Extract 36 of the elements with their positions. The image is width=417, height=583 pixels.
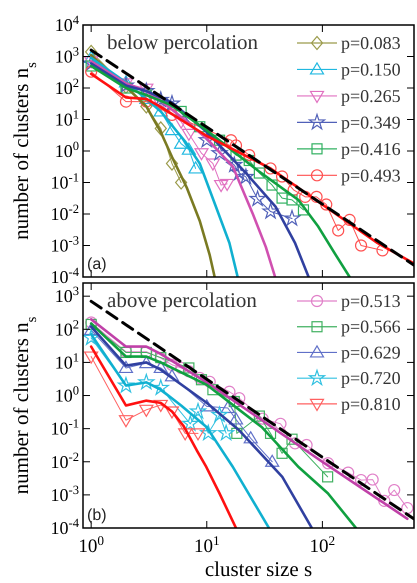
x-tick-label: 10$^{0}$ <box>78 532 104 557</box>
x-tick-label: 10$^{1}$ <box>194 532 220 557</box>
y-tick-label: 10$^{-3}$ <box>50 234 79 256</box>
y-tick-label: 10$^{-1}$ <box>50 416 79 439</box>
legend-label: p=0.720 <box>341 368 401 388</box>
y-tick-label: 10$^{4}$ <box>54 13 80 35</box>
y-tick-label: 10$^{3}$ <box>54 284 79 306</box>
legend-label: p=0.416 <box>341 138 401 159</box>
y-tick-label: 10$^{-1}$ <box>50 170 79 192</box>
y-tick-label: 10$^{0}$ <box>54 384 79 406</box>
annotation: above percolation <box>107 288 258 312</box>
y-tick-label: 10$^{-2}$ <box>50 202 79 224</box>
y-tick-label: 10$^{-4}$ <box>50 516 80 538</box>
y-tick-label: 10$^{1}$ <box>54 108 79 130</box>
y-tick-label: 10$^{2}$ <box>54 317 79 340</box>
legend-label: p=0.810 <box>341 394 401 414</box>
legend-label: p=0.493 <box>341 165 401 186</box>
x-tick-label: 10$^{2}$ <box>310 532 336 557</box>
y-tick-label: 10$^{1}$ <box>54 350 79 372</box>
legend-label: p=0.566 <box>341 316 401 337</box>
y-tick-label: 10$^{0}$ <box>54 139 79 161</box>
legend-label: p=0.629 <box>341 342 401 362</box>
annotation: below percolation <box>107 30 259 54</box>
y-tick-label: 10$^{3}$ <box>54 44 79 66</box>
y-tick-label: 10$^{-4}$ <box>50 265 80 287</box>
legend-label: p=0.513 <box>341 291 401 311</box>
legend-label: p=0.349 <box>341 112 401 132</box>
legend-label: p=0.150 <box>341 59 401 80</box>
legend-label: p=0.083 <box>341 33 401 53</box>
legend-label: p=0.265 <box>341 86 401 106</box>
annotation: (b) <box>87 507 107 524</box>
y-tick-label: 10$^{2}$ <box>54 76 79 98</box>
y-tick-label: 10$^{-2}$ <box>50 450 79 472</box>
y-tick-label: 10$^{-3}$ <box>50 482 79 505</box>
x-axis-title: cluster size s <box>204 557 312 581</box>
annotation: (a) <box>87 256 107 273</box>
